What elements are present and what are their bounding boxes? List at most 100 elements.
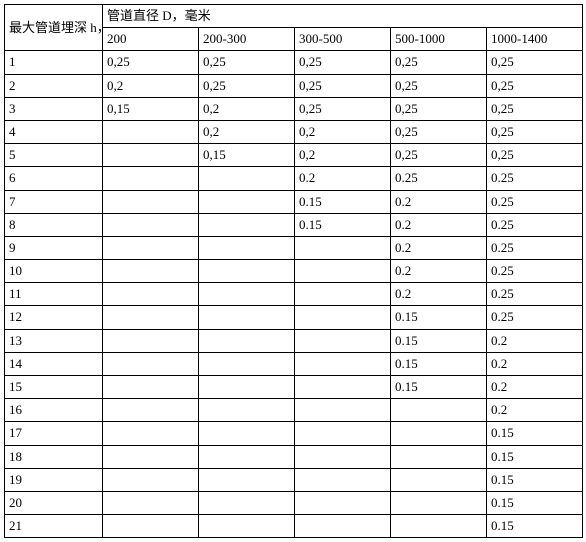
value-cell <box>199 190 295 213</box>
value-cell: 0.15 <box>487 422 583 445</box>
value-cell <box>199 306 295 329</box>
value-cell: 0.15 <box>487 491 583 514</box>
value-cell <box>103 236 199 259</box>
table-row: 60.20.250.25 <box>5 167 583 190</box>
value-cell: 0,25 <box>487 97 583 120</box>
value-cell: 0.25 <box>487 167 583 190</box>
col-header: 300-500 <box>295 28 391 51</box>
value-cell <box>199 468 295 491</box>
value-cell: 0.2 <box>391 236 487 259</box>
value-cell: 0,25 <box>487 51 583 74</box>
row-h-cell: 3 <box>5 97 103 120</box>
value-cell: 0.2 <box>391 190 487 213</box>
table-row: 160.2 <box>5 399 583 422</box>
value-cell: 0,25 <box>391 97 487 120</box>
row-h-cell: 14 <box>5 352 103 375</box>
value-cell: 0.15 <box>487 468 583 491</box>
value-cell <box>103 120 199 143</box>
value-cell: 0.2 <box>487 329 583 352</box>
value-cell <box>199 491 295 514</box>
table-row: 200.15 <box>5 491 583 514</box>
col-header: 500-1000 <box>391 28 487 51</box>
value-cell <box>295 352 391 375</box>
value-cell: 0,2 <box>295 144 391 167</box>
value-cell <box>199 352 295 375</box>
value-cell <box>199 515 295 538</box>
table-row: 170.15 <box>5 422 583 445</box>
row-h-cell: 7 <box>5 190 103 213</box>
value-cell <box>103 144 199 167</box>
value-cell <box>103 190 199 213</box>
value-cell: 0.15 <box>487 515 583 538</box>
value-cell: 0,2 <box>199 120 295 143</box>
value-cell <box>199 213 295 236</box>
row-h-cell: 16 <box>5 399 103 422</box>
pipe-table: 最大管道埋深 h，米 管道直径 D，毫米 200 200-300 300-500… <box>4 4 583 538</box>
value-cell <box>295 399 391 422</box>
row-h-cell: 9 <box>5 236 103 259</box>
value-cell <box>103 376 199 399</box>
value-cell <box>391 445 487 468</box>
value-cell <box>103 260 199 283</box>
table-row: 40,20,20,250,25 <box>5 120 583 143</box>
value-cell: 0,25 <box>487 120 583 143</box>
table-row: 210.15 <box>5 515 583 538</box>
value-cell: 0,25 <box>199 74 295 97</box>
value-cell <box>103 491 199 514</box>
table-body: 最大管道埋深 h，米 管道直径 D，毫米 200 200-300 300-500… <box>5 5 583 538</box>
value-cell <box>103 213 199 236</box>
value-cell <box>391 399 487 422</box>
value-cell <box>103 468 199 491</box>
value-cell <box>103 515 199 538</box>
value-cell: 0.15 <box>295 190 391 213</box>
value-cell <box>103 352 199 375</box>
value-cell <box>199 422 295 445</box>
value-cell: 0,25 <box>487 144 583 167</box>
value-cell <box>103 422 199 445</box>
value-cell <box>295 422 391 445</box>
value-cell: 0,25 <box>295 74 391 97</box>
value-cell <box>391 515 487 538</box>
row-header-title: 最大管道埋深 h，米 <box>5 5 103 51</box>
row-h-cell: 2 <box>5 74 103 97</box>
value-cell <box>103 329 199 352</box>
value-cell: 0,2 <box>199 97 295 120</box>
value-cell: 0.15 <box>487 445 583 468</box>
value-cell: 0,25 <box>391 120 487 143</box>
value-cell <box>199 399 295 422</box>
header-row-1: 最大管道埋深 h，米 管道直径 D，毫米 <box>5 5 583 28</box>
value-cell <box>295 329 391 352</box>
value-cell <box>295 306 391 329</box>
table-row: 70.150.20.25 <box>5 190 583 213</box>
row-h-cell: 11 <box>5 283 103 306</box>
value-cell: 0,25 <box>391 51 487 74</box>
table-row: 110.20.25 <box>5 283 583 306</box>
row-h-cell: 6 <box>5 167 103 190</box>
row-h-cell: 21 <box>5 515 103 538</box>
value-cell <box>199 260 295 283</box>
row-h-cell: 10 <box>5 260 103 283</box>
value-cell <box>199 376 295 399</box>
value-cell: 0,15 <box>199 144 295 167</box>
value-cell: 0.2 <box>487 352 583 375</box>
value-cell: 0.15 <box>391 376 487 399</box>
table-row: 90.20.25 <box>5 236 583 259</box>
value-cell <box>295 515 391 538</box>
value-cell <box>295 445 391 468</box>
table-row: 20,20,250,250,250,25 <box>5 74 583 97</box>
value-cell: 0,25 <box>103 51 199 74</box>
value-cell: 0,25 <box>487 74 583 97</box>
row-h-cell: 20 <box>5 491 103 514</box>
value-cell <box>199 236 295 259</box>
row-h-cell: 13 <box>5 329 103 352</box>
value-cell: 0,25 <box>295 51 391 74</box>
value-cell: 0.15 <box>391 306 487 329</box>
value-cell <box>295 236 391 259</box>
value-cell <box>103 283 199 306</box>
table-row: 50,150,20,250,25 <box>5 144 583 167</box>
value-cell: 0.25 <box>487 306 583 329</box>
row-h-cell: 5 <box>5 144 103 167</box>
value-cell: 0,25 <box>295 97 391 120</box>
value-cell <box>103 167 199 190</box>
table-row: 150.150.2 <box>5 376 583 399</box>
